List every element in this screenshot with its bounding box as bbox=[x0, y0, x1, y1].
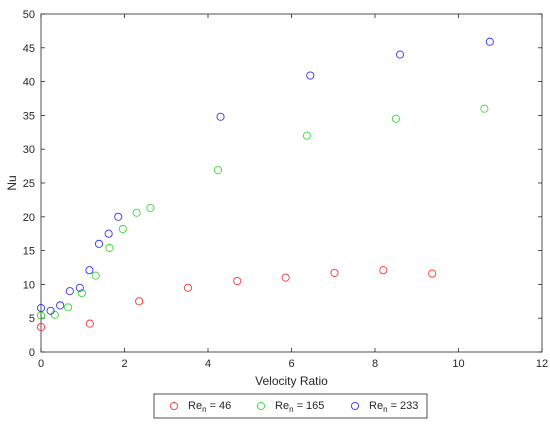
data-point-series-1 bbox=[281, 273, 290, 282]
data-point-series-2 bbox=[391, 114, 400, 123]
data-point-series-1 bbox=[233, 276, 242, 286]
x-tick-label: 10 bbox=[452, 358, 464, 370]
legend-label-series-2: Ren = 165 bbox=[275, 400, 324, 414]
data-point-series-1 bbox=[36, 322, 46, 332]
y-tick-label: 5 bbox=[29, 313, 35, 325]
x-tick-label: 6 bbox=[288, 358, 294, 370]
x-axis-title: Velocity Ratio bbox=[255, 374, 328, 388]
data-point-series-1 bbox=[330, 268, 339, 277]
data-point-series-3 bbox=[56, 301, 65, 310]
y-tick-label: 20 bbox=[23, 212, 35, 224]
data-point-series-3 bbox=[36, 304, 46, 313]
data-point-series-2 bbox=[105, 243, 114, 252]
data-point-series-2 bbox=[77, 289, 86, 298]
plot-area: 0 2 4 6 8 10 12 0 5 10 15 20 25 30 35 40 45 50 bbox=[23, 9, 548, 370]
legend-items: Ren = 46 Ren = 165 Ren = 233 bbox=[169, 400, 418, 414]
y-tick-label: 35 bbox=[23, 110, 35, 122]
y-axis-ticks: 0 5 10 15 20 25 30 35 40 45 50 bbox=[23, 9, 542, 359]
y-tick-label: 40 bbox=[23, 77, 35, 89]
x-tick-label: 12 bbox=[536, 358, 548, 370]
data-point-series-2 bbox=[132, 208, 141, 217]
data-point-series-3 bbox=[395, 50, 405, 59]
y-tick-label: 25 bbox=[23, 178, 35, 190]
y-tick-label: 45 bbox=[23, 43, 35, 55]
data-point-series-3 bbox=[85, 266, 94, 275]
data-point-series-1 bbox=[85, 319, 94, 328]
data-point-series-2 bbox=[146, 203, 155, 213]
data-point-series-2 bbox=[118, 224, 127, 234]
legend-label-series-3: Ren = 233 bbox=[369, 400, 418, 414]
data-point-series-3 bbox=[94, 239, 104, 248]
x-axis-ticks: 0 2 4 6 8 10 12 bbox=[38, 14, 548, 370]
data-point-series-1 bbox=[183, 283, 193, 292]
data-point-series-3 bbox=[46, 306, 55, 315]
y-tick-label: 30 bbox=[23, 144, 35, 156]
data-point-series-1 bbox=[379, 266, 388, 275]
y-tick-label: 15 bbox=[23, 246, 35, 258]
legend-marker-series-1 bbox=[169, 401, 179, 411]
data-point-series-3 bbox=[75, 283, 84, 292]
data-markers bbox=[36, 37, 494, 332]
y-tick-label: 10 bbox=[23, 279, 35, 291]
data-point-series-3 bbox=[306, 71, 315, 80]
data-point-series-2 bbox=[213, 166, 223, 175]
data-point-series-3 bbox=[114, 212, 123, 221]
data-point-series-2 bbox=[64, 303, 73, 312]
y-tick-label: 0 bbox=[29, 347, 35, 359]
x-tick-label: 0 bbox=[38, 358, 44, 370]
data-point-series-2 bbox=[302, 131, 311, 140]
legend-label-series-1: Ren = 46 bbox=[188, 400, 231, 414]
data-point-series-2 bbox=[91, 271, 100, 280]
legend-box bbox=[153, 393, 428, 419]
y-axis-title: Nu bbox=[5, 175, 19, 190]
data-point-series-1 bbox=[428, 269, 437, 278]
x-tick-label: 8 bbox=[372, 358, 378, 370]
legend: Ren = 46 Ren = 165 Ren = 233 bbox=[153, 393, 428, 419]
data-point-series-2 bbox=[50, 310, 59, 319]
data-point-series-3 bbox=[216, 112, 225, 121]
data-point-series-3 bbox=[485, 37, 494, 46]
data-point-series-2 bbox=[480, 104, 489, 113]
legend-marker-series-3 bbox=[350, 401, 360, 411]
x-tick-label: 4 bbox=[205, 358, 211, 370]
y-tick-label: 50 bbox=[23, 9, 35, 21]
data-point-series-3 bbox=[65, 287, 74, 296]
data-point-series-3 bbox=[104, 229, 113, 238]
legend-marker-series-2 bbox=[256, 401, 266, 411]
x-tick-label: 2 bbox=[121, 358, 127, 370]
data-point-series-1 bbox=[135, 297, 144, 306]
